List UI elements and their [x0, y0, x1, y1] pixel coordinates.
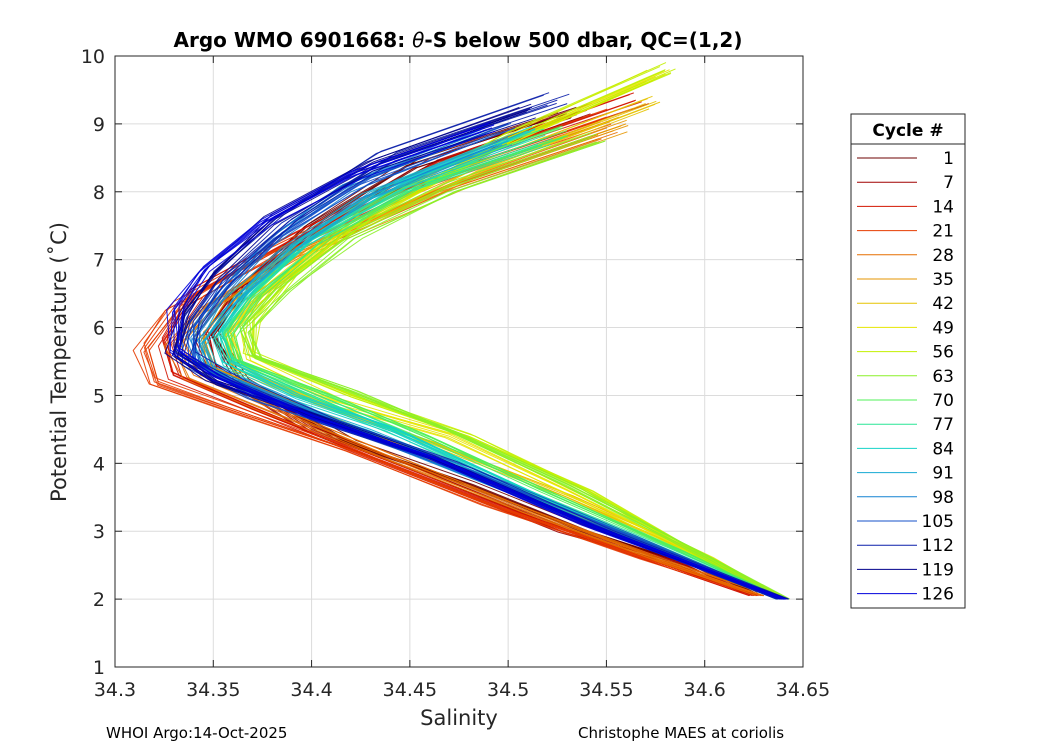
ticks — [114, 55, 804, 668]
footer-source-date: WHOI Argo:14-Oct-2025 — [106, 724, 288, 742]
profile-line — [240, 141, 783, 600]
legend-entry-label: 70 — [932, 391, 954, 411]
legend-entry-label: 77 — [932, 415, 954, 435]
y-tick-label: 3 — [93, 521, 105, 543]
y-tick-label: 7 — [93, 250, 105, 272]
plot-frame — [114, 55, 804, 668]
legend-entries: 1 7 14 21 28 35 42 49 56 63 70 77 84 91 98 105 112 119 126 — [857, 149, 954, 605]
legend-entry-label: 98 — [932, 488, 954, 508]
legend-entry-label: 49 — [932, 318, 954, 338]
y-tick-label: 4 — [93, 453, 105, 475]
legend-entry-label: 84 — [932, 439, 954, 459]
chart-title: Argo WMO 6901668: θ-S below 500 dbar, QC… — [174, 28, 743, 52]
legend-entry-label: 1 — [943, 149, 954, 169]
x-tick-label: 34.5 — [487, 679, 529, 701]
legend-entry-label: 119 — [922, 560, 954, 580]
legend: Cycle # 17142128354249566370778491981051… — [850, 113, 966, 609]
profile-line — [172, 138, 762, 597]
legend-entry-label: 28 — [932, 246, 954, 266]
y-tick-label: 2 — [93, 589, 105, 611]
legend-entry-label: 7 — [943, 173, 954, 193]
chart-title-theta: θ — [412, 28, 424, 52]
profile-line — [194, 93, 790, 600]
x-tick-label: 34.6 — [684, 679, 726, 701]
legend-entry-label: 42 — [932, 294, 954, 314]
y-tick-label: 1 — [93, 657, 105, 679]
profile-line — [248, 140, 790, 600]
theta-s-curves — [132, 62, 791, 600]
y-tick-label: 5 — [93, 385, 105, 407]
x-tick-label: 34.35 — [186, 679, 240, 701]
legend-title: Cycle # — [872, 121, 943, 141]
profile-line — [174, 127, 787, 600]
profile-line — [147, 115, 764, 597]
profile-line — [249, 140, 791, 600]
legend-entry-label: 56 — [932, 343, 954, 363]
x-tick-label: 34.4 — [290, 679, 332, 701]
chart-title-prefix: Argo WMO 6901668: — [174, 28, 413, 52]
x-tick-label: 34.3 — [94, 679, 136, 701]
x-tick-label: 34.65 — [776, 679, 830, 701]
x-tick-label: 34.55 — [579, 679, 633, 701]
footer-credit: Christophe MAES at coriolis — [578, 724, 785, 742]
y-axis-label: Potential Temperature (˚C) — [47, 222, 71, 502]
legend-entry-label: 63 — [932, 367, 954, 387]
y-tick-label: 8 — [93, 182, 105, 204]
legend-entry-label: 91 — [932, 464, 954, 484]
y-tick-label: 9 — [93, 114, 105, 136]
legend-entry-label: 35 — [932, 270, 954, 290]
legend-entry-label: 105 — [922, 512, 954, 532]
legend-entry-label: 112 — [922, 536, 954, 556]
legend-entry-label: 14 — [932, 197, 954, 217]
y-tick-label: 6 — [93, 318, 105, 340]
profile-line — [179, 130, 787, 600]
chart-title-suffix: -S below 500 dbar, QC=(1,2) — [424, 28, 742, 52]
profile-line — [169, 131, 780, 600]
x-axis-label: Salinity — [420, 706, 498, 730]
legend-entry-label: 126 — [922, 585, 954, 605]
legend-box — [850, 113, 966, 609]
x-tick-label: 34.45 — [383, 679, 437, 701]
profile-line — [191, 123, 787, 600]
y-tick-label: 10 — [81, 46, 105, 68]
x-tick-labels: 34.3 34.35 34.4 34.45 34.5 34.55 34.6 34.65 — [94, 679, 830, 701]
profile-line — [239, 132, 778, 600]
y-tick-labels: 1 2 3 4 5 6 7 8 9 10 — [81, 46, 105, 679]
legend-entry-label: 21 — [932, 222, 954, 242]
